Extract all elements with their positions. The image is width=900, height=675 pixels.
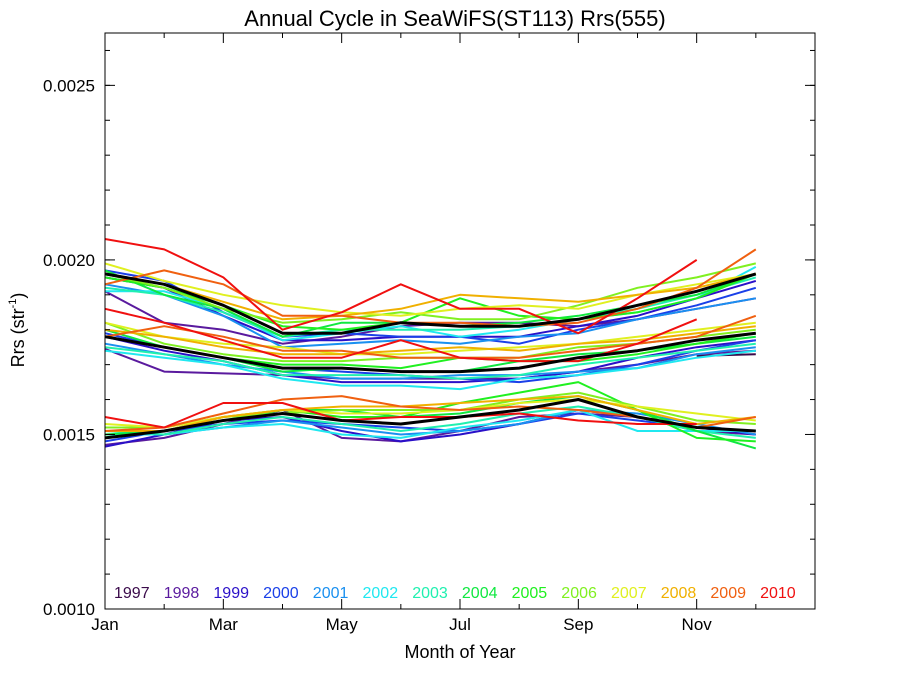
series-line-2008-lower	[105, 395, 756, 432]
y-axis-label-main: Rrs (str	[8, 308, 28, 367]
mean-line-lower	[104, 398, 756, 440]
x-tick-label: May	[326, 615, 359, 634]
y-axis-label: Rrs (str-1)	[7, 293, 28, 368]
series-line-2009-upper	[104, 248, 757, 328]
series-line-2009-middle	[104, 314, 757, 359]
legend-entry-2009: 2009	[710, 585, 746, 602]
legend-entry-2007: 2007	[611, 585, 647, 602]
mean-line-upper	[104, 272, 757, 335]
x-tick-label: Jan	[91, 615, 118, 634]
series-line-2008-upper	[104, 272, 757, 321]
y-axis-label-end: )	[8, 293, 28, 299]
legend-entry-2008: 2008	[661, 585, 697, 602]
legend-entry-2000: 2000	[263, 585, 299, 602]
y-tick-label: 0.0010	[43, 600, 95, 619]
y-tick-label: 0.0020	[43, 251, 95, 270]
series-line-2002-lower	[105, 409, 756, 439]
x-axis-label: Month of Year	[404, 642, 515, 662]
y-tick-label: 0.0025	[43, 76, 95, 95]
x-tick-label: Jul	[449, 615, 471, 634]
legend-entry-2004: 2004	[462, 585, 498, 602]
legend: 1997 1998 1999 2000 2001 2002 2003 2004 2005 2006…	[114, 585, 796, 602]
series-line-2010-upper	[104, 238, 698, 335]
legend-entry-1997: 1997	[114, 585, 150, 602]
legend-entry-1998: 1998	[164, 585, 200, 602]
series-line-2002-middle	[104, 349, 756, 391]
y-axis-label-sup: -1	[7, 299, 19, 309]
legend-entry-2006: 2006	[561, 585, 597, 602]
legend-entry-2002: 2002	[363, 585, 399, 602]
legend-entry-2005: 2005	[512, 585, 548, 602]
legend-entry-2010: 2010	[760, 585, 796, 602]
legend-entry-1999: 1999	[213, 585, 249, 602]
mean-line-middle	[104, 331, 756, 374]
y-tick-label: 0.0015	[43, 425, 95, 444]
legend-entry-2001: 2001	[313, 585, 349, 602]
axes: 0.0010 0.0015 0.0020 0.0025 Jan Mar May Jul Sep N…	[43, 33, 815, 634]
x-tick-label: Sep	[563, 615, 593, 634]
series-line-2001-upper	[104, 283, 756, 349]
series-line-2006-upper	[104, 262, 757, 324]
plot-area	[104, 238, 757, 450]
series-line-2003-upper	[104, 276, 757, 338]
x-tick-label: Mar	[209, 615, 239, 634]
x-tick-label: Nov	[682, 615, 713, 634]
plot-frame	[104, 32, 816, 610]
series-line-2003-middle	[104, 342, 756, 380]
chart-title: Annual Cycle in SeaWiFS(ST113) Rrs(555)	[244, 6, 665, 31]
legend-entry-2003: 2003	[412, 585, 448, 602]
series-line-2010-lower	[104, 402, 697, 429]
series-line-2007-middle	[104, 321, 756, 356]
